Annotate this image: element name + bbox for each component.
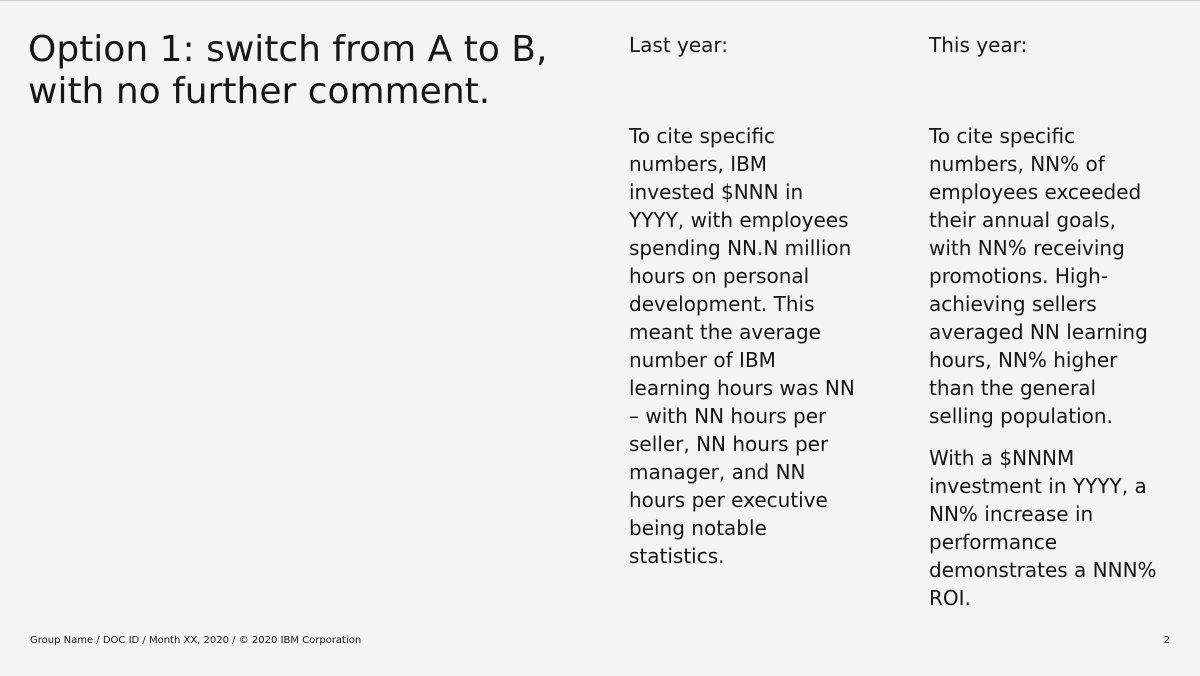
last-year-column: Last year: To cite specific numbers, IBM… (629, 31, 889, 584)
text-line: investment in YYYY, a (929, 474, 1147, 498)
last-year-heading: Last year: (629, 33, 729, 57)
this-year-column: This year: To cite specific numbers, NN%… (929, 31, 1189, 626)
text-line: meant the average (629, 320, 821, 344)
text-line: To cite specific (629, 124, 776, 148)
text-line: number of IBM (629, 348, 776, 372)
text-line: – with NN hours per (629, 404, 827, 428)
text-line: promotions. High- (929, 264, 1109, 288)
text-line: invested $NNN in (629, 180, 804, 204)
text-line: YYYY, with employees (629, 208, 849, 232)
text-line: demonstrates a NNN% (929, 558, 1157, 582)
page-number: 2 (1163, 635, 1170, 646)
text-line: being notable (629, 516, 767, 540)
text-line: With a $NNNM (929, 446, 1075, 470)
text-line: spending NN.N million (629, 236, 852, 260)
text-line: with NN% receiving (929, 236, 1125, 260)
text-line: performance (929, 530, 1058, 554)
text-line: than the general (929, 376, 1097, 400)
this-year-heading: This year: (929, 33, 1028, 57)
text-line: selling population. (929, 404, 1113, 428)
slide-title-line: Option 1: switch from A to B, (28, 29, 548, 70)
text-line: hours, NN% higher (929, 348, 1118, 372)
text-line: employees exceeded (929, 180, 1142, 204)
text-line: NN% increase in (929, 502, 1094, 526)
slide-title: Option 1: switch from A to B, with no fu… (28, 29, 588, 113)
text-line: To cite specific (929, 124, 1076, 148)
text-line: statistics. (629, 544, 725, 568)
this-year-paragraph: With a $NNNM investment in YYYY, a NN% i… (929, 444, 1189, 612)
slide-title-line: with no further comment. (28, 71, 491, 112)
last-year-body: To cite specific numbers, IBM invested $… (629, 122, 889, 570)
last-year-paragraph: To cite specific numbers, IBM invested $… (629, 122, 889, 570)
text-line: development. This (629, 292, 815, 316)
text-line: their annual goals, (929, 208, 1116, 232)
text-line: manager, and NN (629, 460, 806, 484)
text-line: numbers, NN% of (929, 152, 1105, 176)
text-line: ROI. (929, 586, 971, 610)
this-year-paragraph: To cite specific numbers, NN% of employe… (929, 122, 1189, 430)
text-line: averaged NN learning (929, 320, 1148, 344)
text-line: achieving sellers (929, 292, 1097, 316)
this-year-body: To cite specific numbers, NN% of employe… (929, 122, 1189, 612)
text-line: hours per executive (629, 488, 828, 512)
text-line: numbers, IBM (629, 152, 768, 176)
text-line: learning hours was NN (629, 376, 855, 400)
text-line: seller, NN hours per (629, 432, 829, 456)
text-line: hours on personal (629, 264, 810, 288)
footer-text: Group Name / DOC ID / Month XX, 2020 / ©… (30, 635, 362, 646)
